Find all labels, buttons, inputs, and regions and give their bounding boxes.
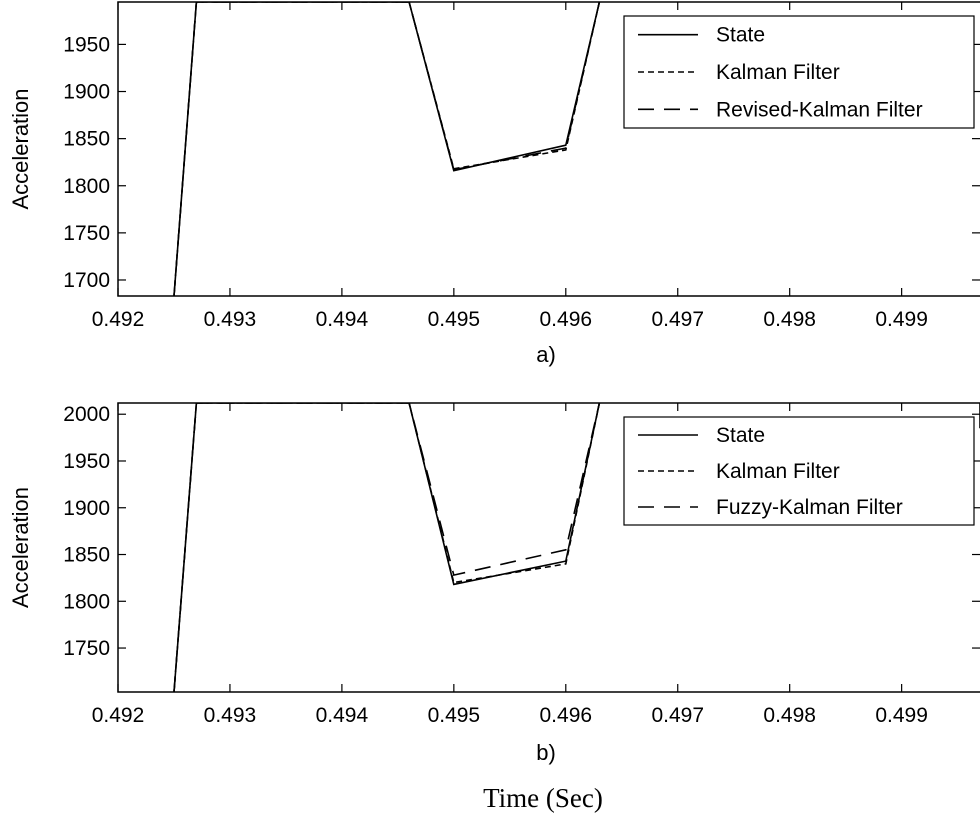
series-line: [173, 403, 601, 692]
series-line: [173, 2, 601, 296]
legend: State Kalman Filter Revised-Kalman Filter: [623, 15, 975, 129]
y-tick-label: 1750: [63, 637, 110, 660]
subplot-a: 0.492 0.493 0.494 0.495 0.496 0.497 0.498 0.499…: [8, 1, 980, 367]
series-line: [173, 2, 601, 296]
x-tick-label: 0.494: [316, 704, 369, 727]
axes-frame: [117, 402, 980, 693]
x-tick-label: 0.495: [428, 704, 481, 727]
legend-label: Kalman Filter: [716, 460, 840, 483]
series-line: [173, 403, 601, 692]
x-tick-label: 0.495: [428, 308, 481, 331]
legend-label: State: [716, 424, 765, 447]
y-tick-label: 1750: [63, 222, 110, 245]
y-tick-label: 1950: [63, 450, 110, 473]
global-x-axis-label: Time (Sec): [483, 783, 603, 813]
x-tick-label: 0.497: [651, 704, 704, 727]
x-tick-label: 0.492: [92, 704, 145, 727]
subplot-caption: b): [536, 740, 556, 765]
legend: State Kalman Filter Fuzzy-Kalman Filter: [623, 416, 975, 526]
y-tick-label: 1850: [63, 128, 110, 151]
y-tick-label: 1900: [63, 81, 110, 104]
y-tick-label: 1800: [63, 590, 110, 613]
y-tick-label: 2000: [63, 403, 110, 426]
legend-label: Fuzzy-Kalman Filter: [716, 496, 903, 519]
x-tick-label: 0.496: [540, 308, 593, 331]
legend-label: Revised-Kalman Filter: [716, 98, 923, 121]
series-line: [173, 2, 601, 296]
y-tick-label: 1950: [63, 33, 110, 56]
axes-frame: [117, 1, 980, 297]
y-tick-label: 1700: [63, 269, 110, 292]
legend-label: Kalman Filter: [716, 61, 840, 84]
subplot-caption: a): [536, 342, 556, 367]
y-tick-label: 1900: [63, 497, 110, 520]
x-tick-label: 0.497: [651, 308, 704, 331]
x-tick-label: 0.498: [763, 308, 816, 331]
y-tick-label: 1850: [63, 544, 110, 567]
x-tick-label: 0.499: [875, 704, 928, 727]
x-tick-label: 0.498: [763, 704, 816, 727]
series-line: [173, 403, 601, 692]
x-tick-label: 0.494: [316, 308, 369, 331]
x-tick-label: 0.493: [204, 704, 257, 727]
subplot-b: 0.492 0.493 0.494 0.495 0.496 0.497 0.498 0.499…: [8, 402, 980, 765]
x-tick-label: 0.493: [204, 308, 257, 331]
y-axis-label: Acceleration: [8, 88, 33, 209]
x-tick-label: 0.499: [875, 308, 928, 331]
legend-label: State: [716, 24, 765, 47]
y-tick-label: 1800: [63, 175, 110, 198]
x-tick-label: 0.496: [540, 704, 593, 727]
y-axis-label: Acceleration: [8, 487, 33, 608]
x-tick-label: 0.492: [92, 308, 145, 331]
